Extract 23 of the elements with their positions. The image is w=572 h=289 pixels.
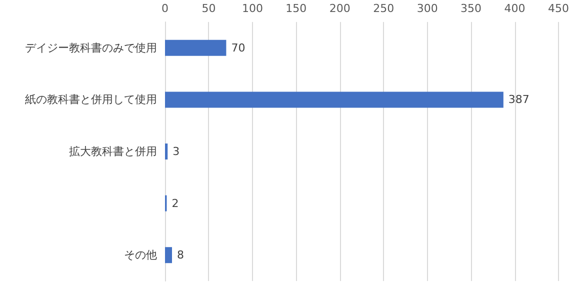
data-label: 8 (176, 248, 184, 262)
data-label: 70 (231, 41, 246, 54)
x-tick-label: 300 (416, 2, 438, 15)
x-tick-label: 50 (202, 2, 216, 15)
y-tick-label: その他 (124, 248, 157, 262)
data-label: 387 (508, 93, 530, 106)
data-label: 2 (172, 196, 179, 210)
x-tick-label: 450 (548, 2, 569, 15)
bar (165, 144, 168, 160)
y-tick-label: デイジー教科書のみで使用 (25, 41, 157, 54)
y-tick-label: 拡大教科書と併用 (69, 145, 157, 158)
x-tick-label: 350 (460, 2, 482, 15)
y-tick-label: 紙の教科書と併用して使用 (25, 93, 157, 106)
bar (165, 247, 172, 264)
bar (165, 92, 504, 108)
x-tick-label: 250 (373, 2, 394, 15)
x-tick-label: 200 (329, 2, 350, 15)
x-tick-label: 400 (504, 2, 526, 15)
bar (165, 40, 226, 56)
x-tick-label: 150 (286, 2, 307, 15)
x-tick-label: 0 (162, 2, 168, 15)
x-tick-label: 100 (242, 2, 263, 15)
data-label: 3 (172, 145, 180, 158)
